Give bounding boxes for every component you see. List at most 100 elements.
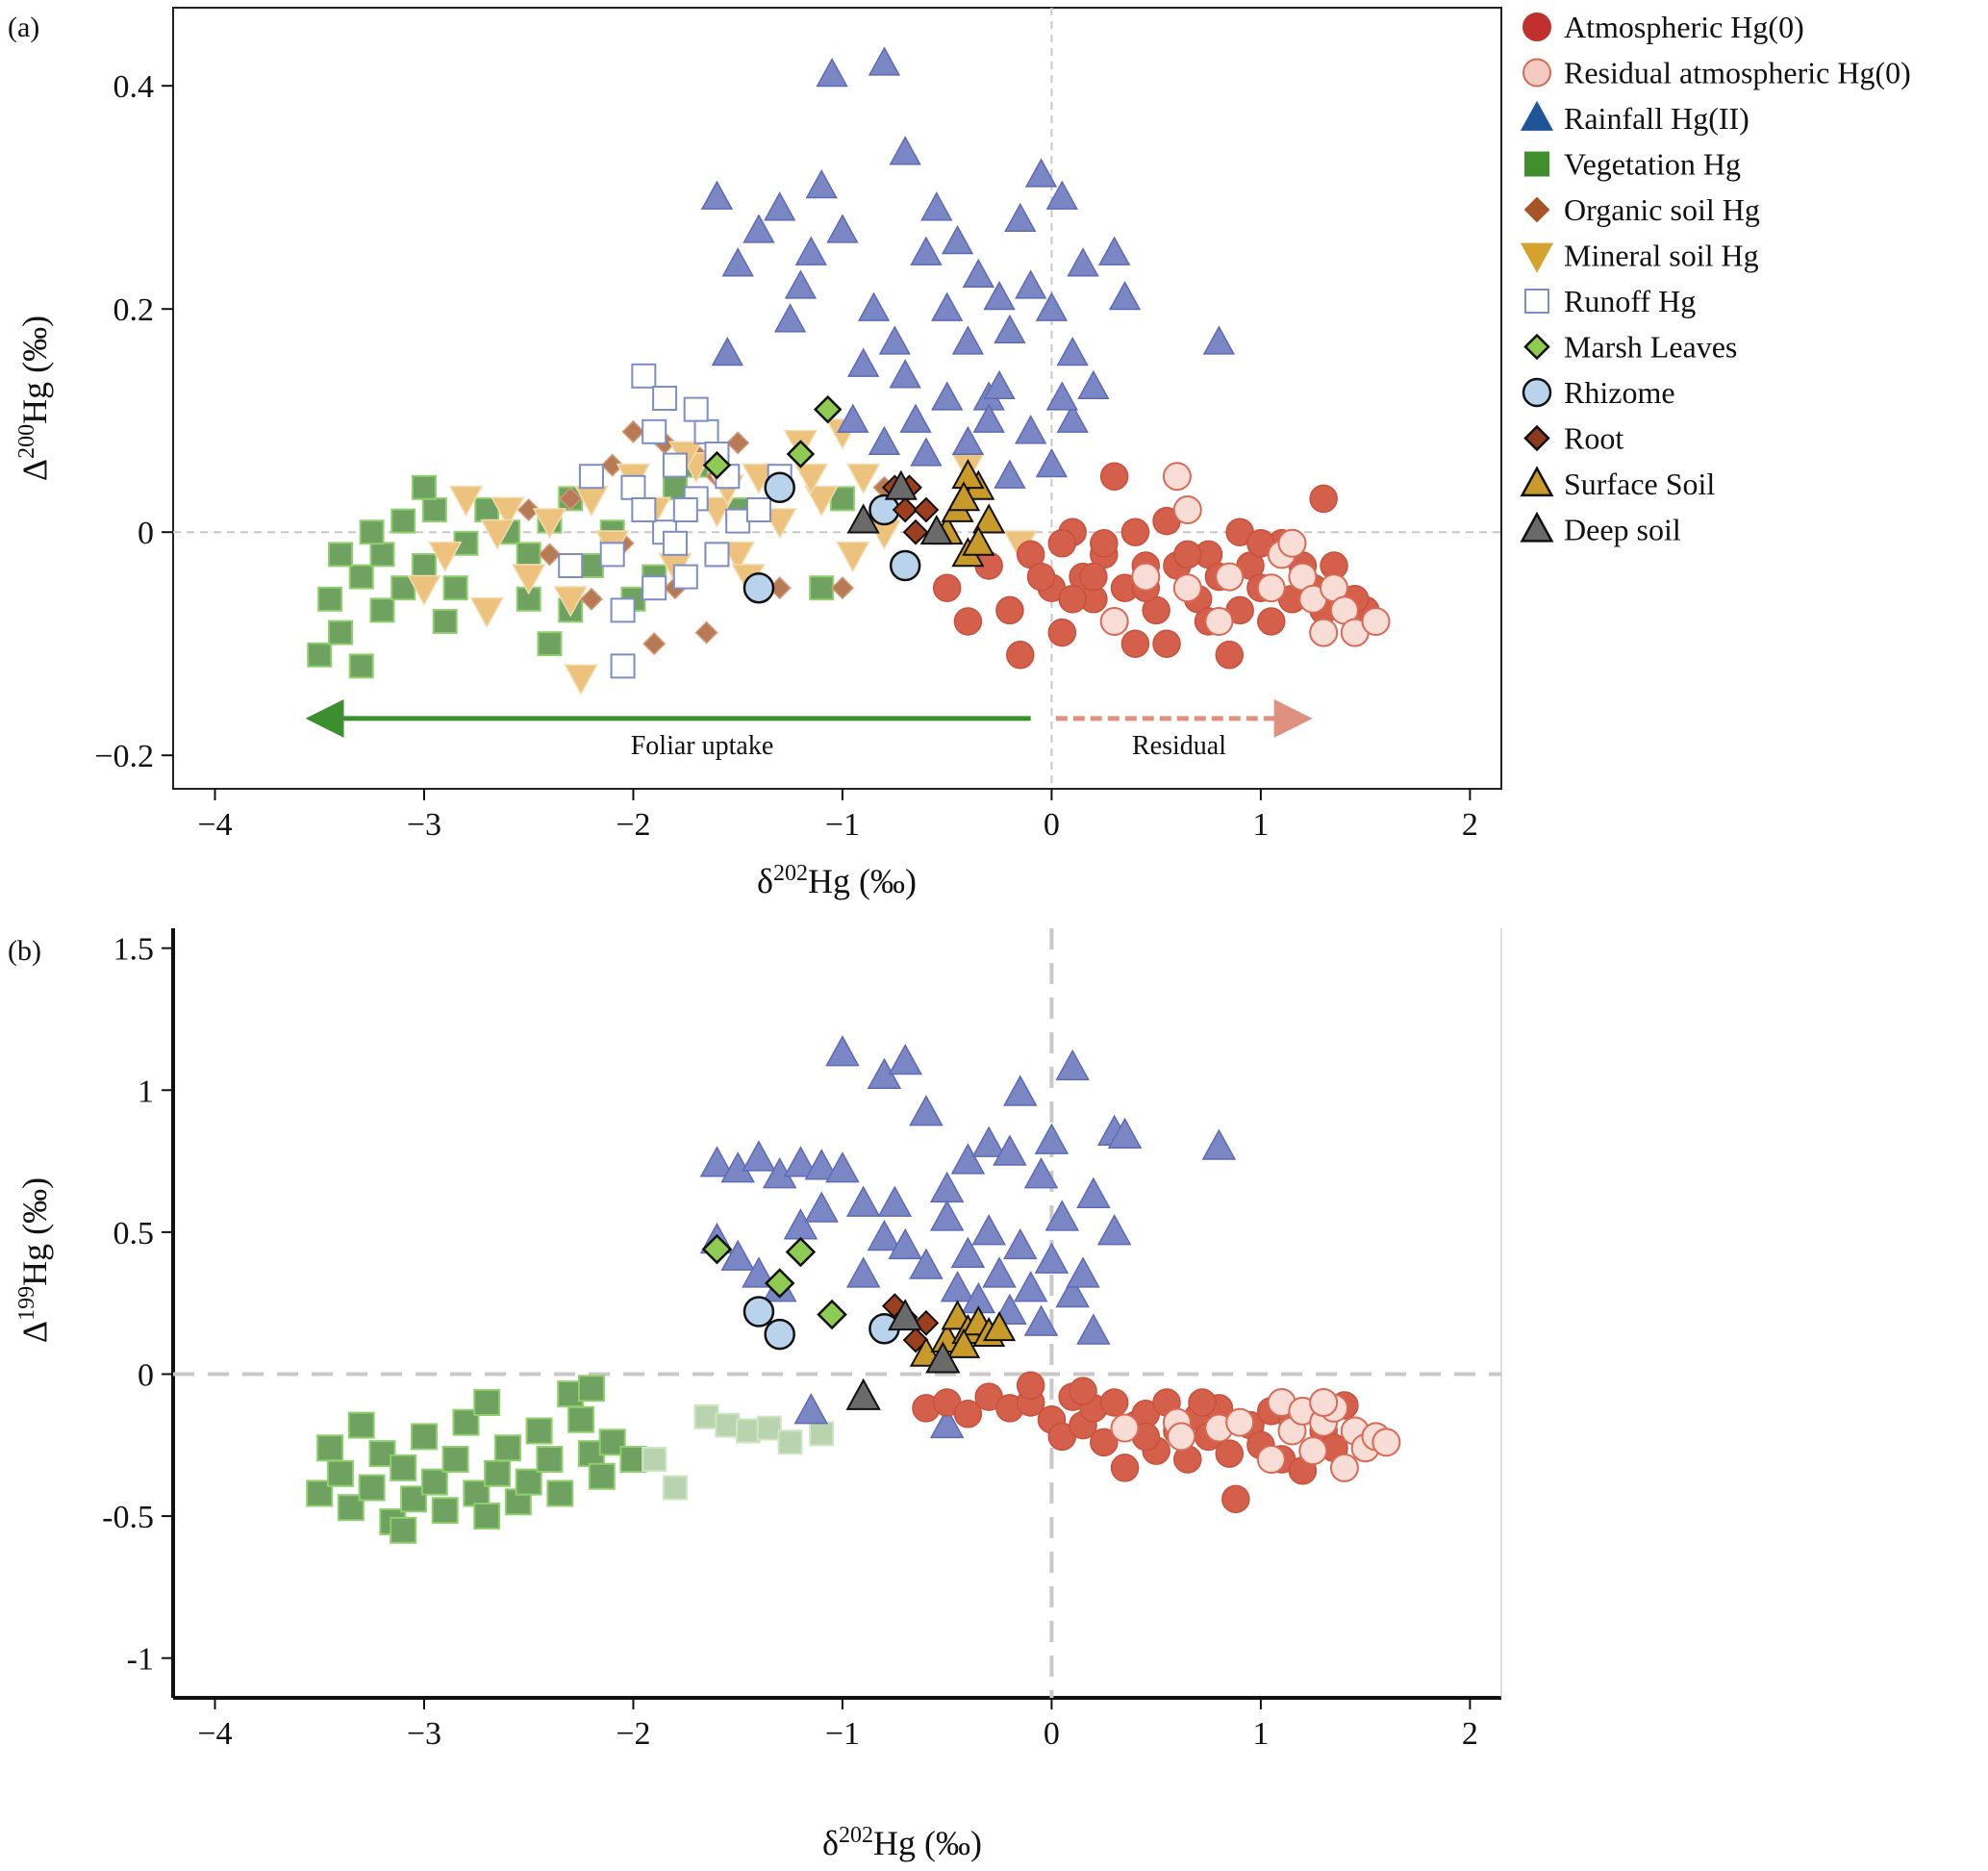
data-point-atm: [1079, 562, 1108, 592]
data-point-veg: [420, 1468, 448, 1496]
data-point-veg: [390, 1454, 417, 1481]
data-point-res: [1298, 1436, 1328, 1466]
data-point-rain: [909, 1095, 944, 1126]
data-point-min: [532, 508, 567, 540]
data-point-atm: [1309, 484, 1338, 514]
data-point-rain: [878, 325, 911, 355]
data-point-atm: [995, 595, 1024, 625]
data-point-marsh: [785, 1236, 817, 1268]
series-deep: [845, 1299, 961, 1410]
data-point-rain: [1023, 1304, 1059, 1336]
data-point-veg: [578, 553, 604, 578]
data-point-rain: [742, 1140, 776, 1172]
x-tick-label: −2: [616, 807, 650, 843]
data-point-rain: [1202, 325, 1236, 355]
data-point-rain: [837, 403, 869, 433]
data-point-rhiz: [889, 549, 921, 582]
data-point-rain: [910, 437, 943, 467]
data-point-run: [610, 653, 636, 679]
legend: Atmospheric Hg(0) Residual atmospheric Hg…: [1520, 10, 1911, 547]
data-point-marsh: [786, 440, 816, 468]
panel-a-frame: [172, 7, 1502, 790]
data-point-rain: [889, 136, 921, 165]
data-point-veg: [525, 1417, 553, 1445]
data-point-veg: [662, 474, 688, 500]
data-point-rain: [1035, 447, 1069, 478]
data-point-rain: [971, 1125, 1006, 1157]
data-point-surf: [951, 459, 985, 490]
x-tick-label: −1: [825, 807, 860, 843]
data-point-veg-light: [715, 1412, 741, 1438]
series-surf: [930, 459, 1006, 568]
data-point-run: [599, 542, 625, 568]
data-point-rain: [773, 303, 807, 333]
data-point-rain: [857, 291, 891, 321]
data-point-rain: [816, 57, 848, 88]
data-point-veg: [326, 1459, 354, 1487]
data-point-org: [694, 620, 718, 645]
data-point-surf: [946, 481, 981, 512]
data-point-atm: [932, 573, 962, 602]
data-point-veg: [567, 1405, 595, 1433]
data-point-rain: [1035, 291, 1069, 321]
data-point-org: [579, 587, 604, 611]
data-point-run: [631, 363, 657, 389]
panel-b-axes: −4 −3 −2 −1 0 1 2 -1 -0.5 0 0.5 1 1.5: [102, 932, 1478, 1752]
data-point-marsh: [702, 450, 732, 480]
data-point-res: [1309, 1387, 1339, 1417]
data-point-rain: [1107, 1117, 1143, 1149]
data-point-rain: [1044, 1200, 1080, 1231]
data-point-rain: [931, 291, 964, 321]
data-point-run: [558, 553, 584, 578]
data-point-run: [662, 452, 688, 478]
x-tick-label: 2: [1462, 807, 1478, 843]
data-point-veg: [493, 1434, 521, 1462]
data-point-run: [672, 564, 698, 590]
legend-item-marsh: Marsh Leaves: [1523, 330, 1737, 365]
data-point-atm: [1058, 585, 1087, 614]
data-point-rain: [951, 425, 985, 456]
data-point-veg: [442, 575, 468, 601]
data-point-org: [830, 576, 854, 600]
data-point-atm: [953, 1400, 983, 1429]
y-tick-label: 0.2: [113, 292, 155, 328]
data-point-rain: [941, 224, 974, 255]
series-rain: [699, 1035, 1237, 1439]
data-point-veg-light: [756, 1415, 782, 1441]
x-tick-label: 2: [1462, 1716, 1478, 1752]
series-deep: [846, 469, 953, 545]
y-tick-label: 1: [138, 1074, 154, 1109]
data-point-atm: [1215, 641, 1245, 670]
data-point-rain: [929, 1406, 965, 1439]
data-point-run: [683, 396, 709, 422]
data-point-rain: [994, 459, 1026, 489]
data-point-res: [1131, 562, 1161, 592]
data-point-run: [578, 464, 604, 490]
panel-b-label: (b): [8, 935, 41, 967]
series-veg: [306, 1375, 647, 1544]
data-point-veg: [317, 586, 343, 612]
data-point-rain: [972, 403, 1005, 433]
data-point-rain: [1015, 415, 1047, 444]
data-point-veg: [358, 1474, 386, 1502]
data-point-rain: [847, 347, 880, 377]
data-point-veg: [474, 497, 500, 522]
data-point-run: [652, 386, 678, 411]
legend-marker-marsh: [1523, 333, 1550, 361]
data-point-root: [892, 496, 919, 523]
data-point-rain: [962, 258, 994, 289]
data-point-rain: [804, 1191, 839, 1223]
x-tick-label: −3: [407, 1716, 441, 1752]
data-point-res: [1110, 1413, 1140, 1443]
data-point-veg-light: [642, 1447, 667, 1473]
data-point-atm: [1188, 1388, 1217, 1417]
data-point-veg: [337, 1494, 365, 1522]
legend-label-root: Root: [1564, 421, 1623, 456]
data-point-atm: [1257, 607, 1286, 636]
x-tick-label: 0: [1044, 1716, 1060, 1752]
data-point-root: [902, 518, 929, 545]
data-point-run: [704, 542, 730, 568]
legend-marker-rain: [1520, 100, 1554, 131]
data-point-res: [1277, 528, 1307, 558]
data-point-veg: [473, 1503, 501, 1530]
